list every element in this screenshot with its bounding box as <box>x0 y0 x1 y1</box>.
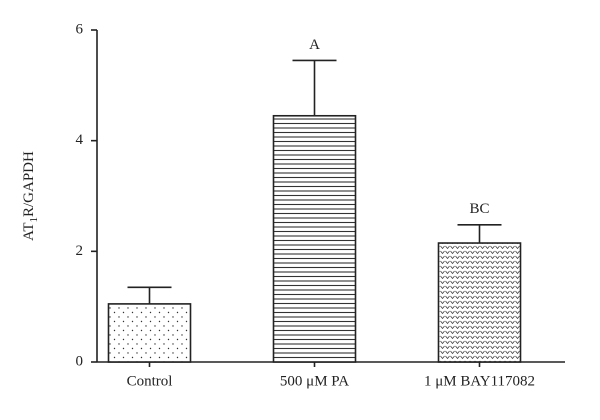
y-tick-label: 6 <box>76 21 84 37</box>
x-tick-label: Control <box>127 373 173 389</box>
bar <box>272 114 357 363</box>
bar <box>107 303 192 363</box>
x-tick-label: 500 μM PA <box>280 373 349 389</box>
bar <box>437 242 522 363</box>
y-tick-label: 0 <box>76 353 84 369</box>
x-tick-label: 1 μM BAY117082 <box>424 373 535 389</box>
significance-label: BC <box>469 201 489 217</box>
y-axis-label: AT1R/GAPDH <box>21 151 39 241</box>
significance-label: A <box>309 37 320 53</box>
y-tick-label: 2 <box>76 243 84 259</box>
y-tick-label: 4 <box>76 132 84 148</box>
